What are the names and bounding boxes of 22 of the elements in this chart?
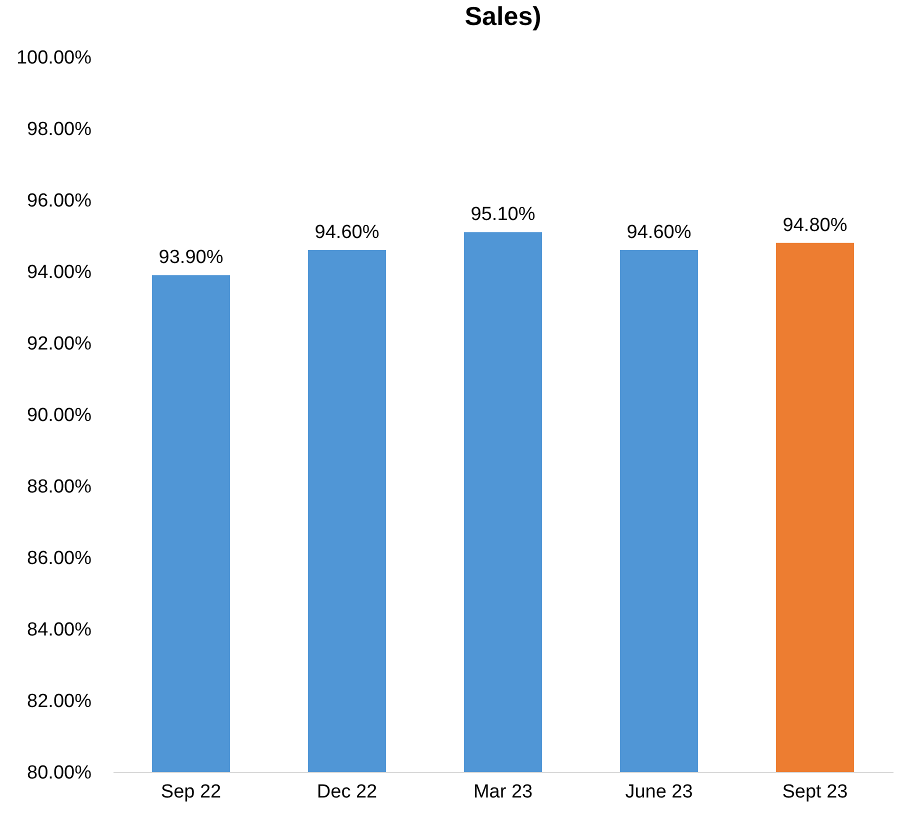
x-tick-label: Sept 23: [782, 782, 848, 802]
y-tick-label: 82.00%: [27, 691, 92, 712]
x-tick-label: Dec 22: [316, 782, 378, 802]
y-tick-label: 86.00%: [27, 548, 92, 569]
chart-title: Sales): [464, 1, 542, 31]
y-tick-label: 94.00%: [27, 262, 92, 283]
data-label: 95.10%: [470, 204, 536, 226]
data-label: 94.60%: [314, 222, 380, 244]
y-tick-label: 96.00%: [27, 190, 92, 212]
y-tick-label: 100.00%: [16, 48, 92, 68]
y-tick-label: 80.00%: [27, 762, 92, 784]
x-tick-label: Sep 22: [160, 782, 222, 802]
y-tick-label: 84.00%: [27, 620, 92, 640]
y-tick-label: 90.00%: [27, 405, 92, 426]
data-label: 93.90%: [158, 247, 224, 268]
x-tick-label: June 23: [625, 782, 693, 802]
x-tick-label: Mar 23: [473, 782, 533, 802]
y-tick-label: 98.00%: [27, 119, 92, 140]
y-tick-label: 88.00%: [27, 476, 92, 498]
y-tick-label: 92.00%: [27, 334, 92, 354]
data-label: 94.60%: [626, 222, 692, 244]
data-label: 94.80%: [782, 214, 848, 236]
